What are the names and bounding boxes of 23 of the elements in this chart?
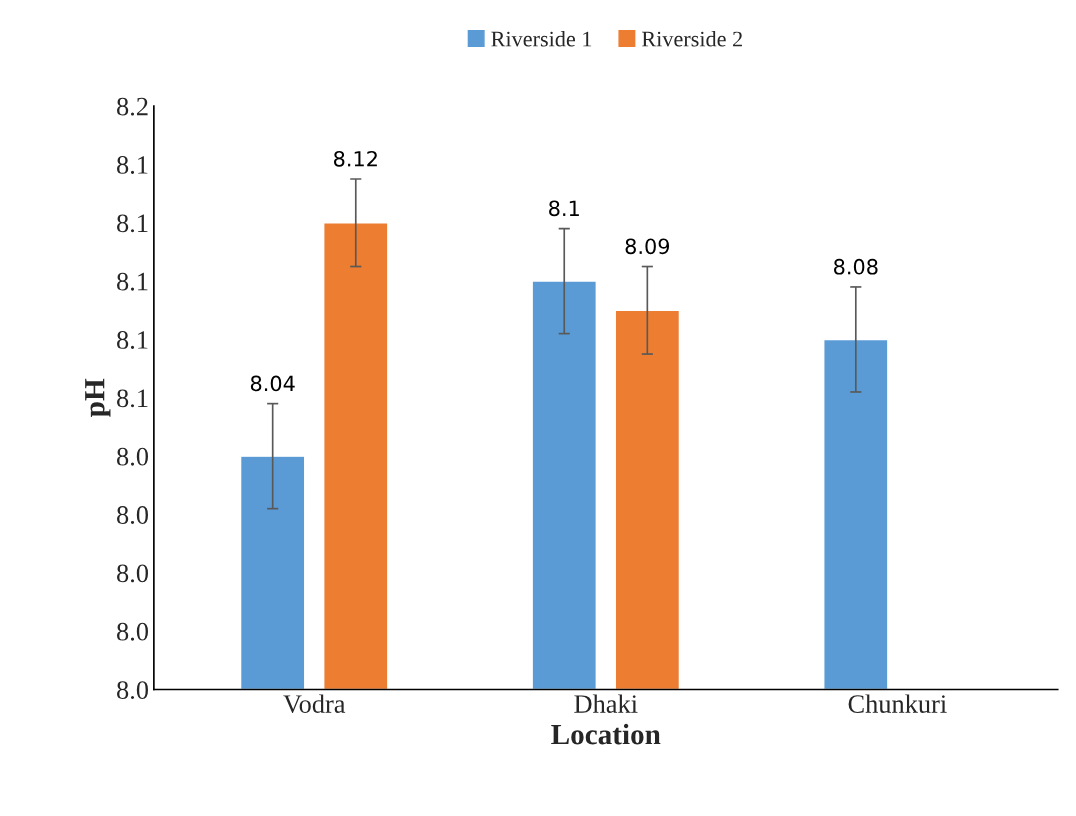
x-tick-label: Vodra [283, 694, 346, 714]
data-label: 8.1 [549, 200, 579, 217]
y-tick-label: 8.1 [117, 389, 148, 408]
y-tick-label: 8.1 [117, 214, 148, 233]
y-tick-label: 8.0 [117, 447, 148, 466]
data-label: 8.12 [333, 150, 377, 167]
y-tick-label: 8.2 [117, 97, 148, 116]
y-tick-label: 8.1 [117, 156, 148, 174]
y-tick-label: 8.0 [117, 681, 148, 700]
y-tick-label: 8.0 [117, 564, 148, 583]
data-label: 8.04 [250, 375, 295, 392]
legend-label: Riverside 2 [641, 30, 742, 47]
data-label: 8.08 [834, 258, 878, 275]
y-tick-label: 8.0 [117, 506, 148, 525]
y-tick-label: 8.0 [117, 622, 148, 641]
legend-label: Riverside 1 [491, 30, 592, 47]
y-axis-title: pH [85, 378, 111, 417]
data-label: 8.09 [625, 238, 670, 255]
y-tick-label: 8.1 [117, 272, 148, 291]
x-tick-label: Chunkuri [848, 694, 947, 713]
x-axis-title: Location [551, 723, 661, 745]
x-tick-label: Dhaki [574, 694, 638, 713]
y-tick-label: 8.1 [117, 331, 148, 349]
